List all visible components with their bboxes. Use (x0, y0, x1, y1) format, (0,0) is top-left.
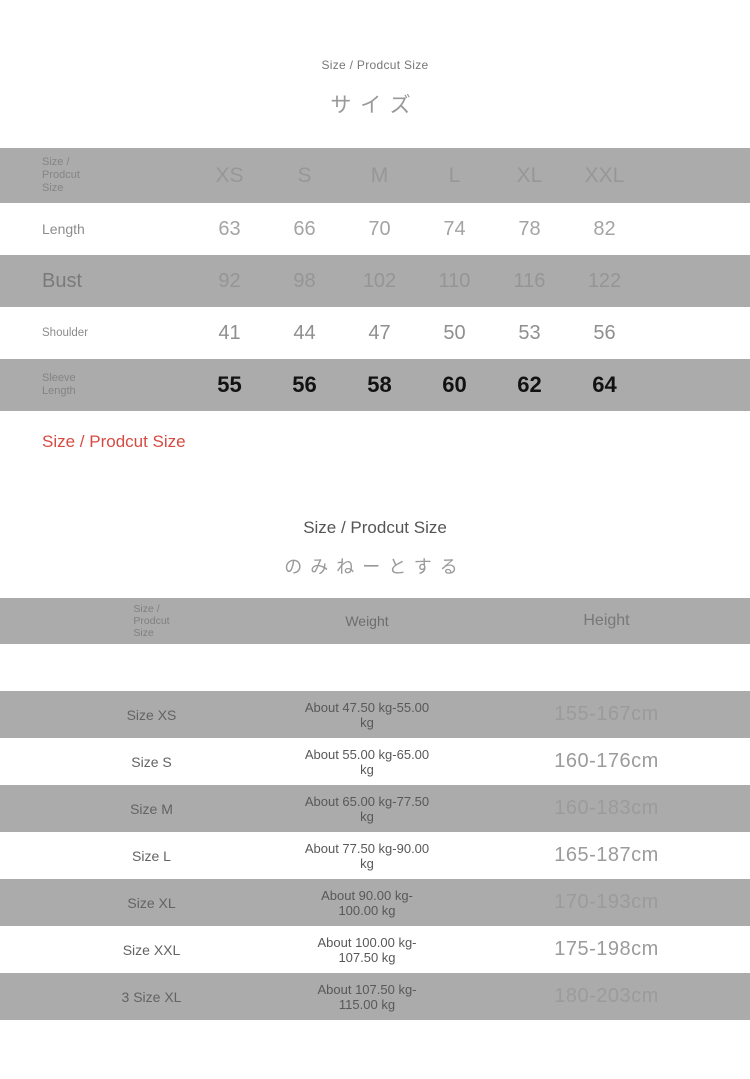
measure-value: 50 (443, 321, 466, 344)
fit-height-value: 160-176cm (554, 750, 659, 772)
measure-value: 44 (293, 321, 316, 344)
measure-row-label: Bust (42, 269, 83, 292)
height-column-header: Height (583, 612, 630, 629)
fit-size-label: 3 Size XL (121, 988, 182, 1005)
measure-value: 63 (218, 217, 241, 240)
fit-height-value: 180-203cm (554, 985, 659, 1007)
measure-value: 70 (368, 217, 391, 240)
fit-row-xl: Size XL About 90.00 kg-100.00 kg 170-193… (0, 879, 750, 926)
measure-value: 58 (367, 372, 392, 397)
fit-height-value: 165-187cm (554, 844, 659, 866)
measure-value: 62 (517, 372, 542, 397)
corner-line: Prodcut (42, 169, 80, 181)
measure-value: 102 (362, 269, 397, 292)
section1-subtitle: Size / Prodcut Size (321, 58, 429, 72)
fit-guide-table: Size / Prodcut Size Weight Height Size X… (0, 598, 750, 1020)
fit-row-l: Size L About 77.50 kg-90.00 kg 165-187cm (0, 832, 750, 879)
fit-weight-value: About 77.50 kg-90.00 kg (304, 840, 430, 871)
label-line: Length (42, 385, 76, 397)
size-column-header-xxl: XXL (584, 163, 625, 187)
size-measurement-table: Size / Prodcut Size XS S M L XL XXL Leng… (0, 148, 750, 411)
weight-column-header: Weight (345, 613, 389, 629)
measure-value: 47 (368, 321, 391, 344)
measure-value: 66 (293, 217, 316, 240)
measure-value: 56 (593, 321, 616, 344)
fit-row-m: Size M About 65.00 kg-77.50 kg 160-183cm (0, 785, 750, 832)
fit-height-value: 175-198cm (554, 938, 659, 960)
red-caption: Size / Prodcut Size (42, 432, 186, 451)
size-column-header-xl: XL (516, 163, 543, 187)
section2-subtitle: Size / Prodcut Size (303, 518, 447, 537)
table-spacer-row (0, 644, 750, 691)
fit-weight-value: About 90.00 kg-100.00 kg (321, 887, 413, 918)
fit-table-header-row: Size / Prodcut Size Weight Height (0, 598, 750, 644)
fit-height-value: 170-193cm (554, 891, 659, 913)
section2-title-japanese: のみねーとする (284, 557, 466, 577)
measure-value: 116 (513, 269, 546, 292)
measure-value: 60 (442, 372, 467, 397)
size-column-header-s: S (297, 163, 312, 187)
corner-line: Size (133, 627, 154, 639)
fit-weight-value: About 55.00 kg-65.00 kg (304, 746, 430, 777)
size-column-header-l: L (448, 163, 461, 187)
fit-size-label: Size L (132, 847, 171, 864)
measure-value: 78 (518, 217, 541, 240)
measure-value: 122 (587, 269, 622, 292)
fit-weight-value: About 107.50 kg-115.00 kg (317, 981, 417, 1012)
fit-row-xxl: Size XXL About 100.00 kg-107.50 kg 175-1… (0, 926, 750, 973)
fit-height-value: 160-183cm (554, 797, 659, 819)
measure-value: 56 (292, 372, 317, 397)
corner-line: Size (42, 182, 64, 194)
fit-row-xs: Size XS About 47.50 kg-55.00 kg 155-167c… (0, 691, 750, 738)
corner-line: Size / (42, 156, 70, 168)
measure-row-label: Shoulder (42, 327, 89, 339)
size-table-header-row: Size / Prodcut Size XS S M L XL XXL (0, 148, 750, 203)
measure-value: 53 (518, 321, 541, 344)
fit-weight-value: About 100.00 kg-107.50 kg (317, 934, 417, 965)
fit-size-label: Size XS (126, 706, 177, 723)
size-table-corner-label: Size / Prodcut Size (0, 156, 192, 195)
measure-value: 64 (592, 372, 617, 397)
label-line: Sleeve (42, 372, 76, 384)
fit-row-s: Size S About 55.00 kg-65.00 kg 160-176cm (0, 738, 750, 785)
fit-weight-value: About 65.00 kg-77.50 kg (304, 793, 430, 824)
measure-row-label: Sleeve Length (0, 372, 192, 398)
section1-title-japanese: サイズ (330, 94, 420, 117)
fit-height-value: 155-167cm (554, 703, 659, 725)
measure-value: 55 (217, 372, 242, 397)
fit-size-label: Size XXL (122, 941, 181, 958)
measure-value: 92 (218, 269, 241, 292)
table-row-sleeve-length: Sleeve Length 55 56 58 60 62 64 (0, 359, 750, 411)
measure-value: 110 (438, 269, 471, 292)
measure-value: 98 (293, 269, 316, 292)
fit-table-corner-label: Size / Prodcut Size (0, 603, 303, 639)
table-row-bust: Bust 92 98 102 110 116 122 (0, 255, 750, 307)
size-column-header-m: M (370, 163, 389, 187)
measure-value: 41 (218, 321, 241, 344)
measure-value: 74 (443, 217, 466, 240)
fit-size-label: Size XL (127, 894, 176, 911)
table-row-length: Length 63 66 70 74 78 82 (0, 203, 750, 255)
measure-value: 82 (593, 217, 616, 240)
corner-line: Size / (133, 603, 160, 615)
fit-weight-value: About 47.50 kg-55.00 kg (304, 699, 430, 730)
corner-block: Size / Prodcut Size (133, 603, 169, 639)
size-column-header-xs: XS (215, 163, 244, 187)
measure-row-label: Length (42, 221, 85, 237)
fit-row-3xl: 3 Size XL About 107.50 kg-115.00 kg 180-… (0, 973, 750, 1020)
table-row-shoulder: Shoulder 41 44 47 50 53 56 (0, 307, 750, 359)
corner-line: Prodcut (133, 615, 170, 627)
fit-size-label: Size S (131, 753, 172, 770)
fit-size-label: Size M (130, 800, 173, 817)
